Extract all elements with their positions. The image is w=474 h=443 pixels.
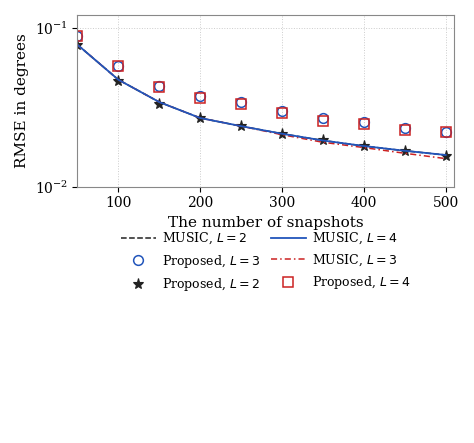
MUSIC, $L = 4$	[320, 138, 326, 143]
MUSIC, $L = 4$	[238, 124, 244, 129]
MUSIC, $L = 4$	[116, 77, 121, 82]
Proposed, $L = 3$	[443, 129, 448, 135]
MUSIC, $L = 2$	[443, 152, 448, 158]
Y-axis label: RMSE in degrees: RMSE in degrees	[15, 33, 29, 168]
Proposed, $L = 2$	[116, 78, 121, 84]
Line: MUSIC, $L = 4$: MUSIC, $L = 4$	[77, 45, 446, 155]
MUSIC, $L = 4$	[443, 152, 448, 158]
Proposed, $L = 2$	[361, 144, 367, 149]
Line: MUSIC, $L = 3$: MUSIC, $L = 3$	[77, 45, 446, 159]
MUSIC, $L = 4$	[279, 131, 285, 136]
Proposed, $L = 3$	[279, 108, 285, 113]
Proposed, $L = 2$	[320, 138, 326, 143]
MUSIC, $L = 3$	[197, 115, 203, 120]
MUSIC, $L = 3$	[238, 124, 244, 129]
Proposed, $L = 2$	[238, 124, 244, 129]
Proposed, $L = 2$	[197, 115, 203, 120]
MUSIC, $L = 2$	[361, 144, 367, 149]
Proposed, $L = 2$	[402, 148, 408, 153]
Line: Proposed, $L = 3$: Proposed, $L = 3$	[73, 31, 451, 137]
MUSIC, $L = 3$	[443, 156, 448, 161]
MUSIC, $L = 3$	[320, 140, 326, 145]
MUSIC, $L = 4$	[361, 144, 367, 149]
Proposed, $L = 4$	[443, 129, 448, 135]
MUSIC, $L = 2$	[320, 138, 326, 143]
Proposed, $L = 4$	[116, 64, 121, 69]
Proposed, $L = 4$	[197, 96, 203, 101]
MUSIC, $L = 3$	[116, 77, 121, 82]
MUSIC, $L = 3$	[402, 151, 408, 156]
MUSIC, $L = 2$	[74, 42, 80, 47]
Proposed, $L = 3$	[116, 64, 121, 69]
Proposed, $L = 4$	[74, 34, 80, 39]
MUSIC, $L = 2$	[279, 131, 285, 136]
MUSIC, $L = 3$	[74, 42, 80, 47]
Legend: MUSIC, $L = 2$, Proposed, $L = 3$, Proposed, $L = 2$, MUSIC, $L = 4$, MUSIC, $L : MUSIC, $L = 2$, Proposed, $L = 3$, Propo…	[117, 227, 414, 297]
Proposed, $L = 2$	[156, 101, 162, 107]
Proposed, $L = 4$	[238, 101, 244, 107]
Proposed, $L = 3$	[197, 93, 203, 99]
Line: MUSIC, $L = 2$: MUSIC, $L = 2$	[77, 45, 446, 155]
Proposed, $L = 3$	[74, 34, 80, 39]
X-axis label: The number of snapshots: The number of snapshots	[168, 216, 364, 230]
Proposed, $L = 4$	[361, 121, 367, 127]
Line: Proposed, $L = 2$: Proposed, $L = 2$	[72, 39, 451, 161]
MUSIC, $L = 3$	[361, 145, 367, 150]
Proposed, $L = 3$	[320, 115, 326, 120]
MUSIC, $L = 4$	[74, 42, 80, 47]
Proposed, $L = 4$	[402, 127, 408, 132]
Proposed, $L = 4$	[320, 118, 326, 123]
MUSIC, $L = 2$	[156, 99, 162, 105]
Proposed, $L = 3$	[402, 125, 408, 130]
MUSIC, $L = 3$	[156, 99, 162, 105]
Proposed, $L = 2$	[74, 42, 80, 47]
MUSIC, $L = 4$	[197, 115, 203, 120]
Proposed, $L = 2$	[443, 153, 448, 159]
MUSIC, $L = 2$	[238, 124, 244, 129]
Proposed, $L = 4$	[279, 110, 285, 116]
MUSIC, $L = 4$	[402, 148, 408, 153]
Proposed, $L = 3$	[238, 99, 244, 105]
Line: Proposed, $L = 4$: Proposed, $L = 4$	[73, 31, 451, 137]
MUSIC, $L = 2$	[402, 148, 408, 153]
MUSIC, $L = 2$	[197, 115, 203, 120]
Proposed, $L = 3$	[156, 83, 162, 89]
Proposed, $L = 3$	[361, 119, 367, 124]
MUSIC, $L = 2$	[116, 77, 121, 82]
Proposed, $L = 4$	[156, 85, 162, 90]
Proposed, $L = 2$	[279, 131, 285, 136]
MUSIC, $L = 3$	[279, 132, 285, 137]
MUSIC, $L = 4$	[156, 99, 162, 105]
